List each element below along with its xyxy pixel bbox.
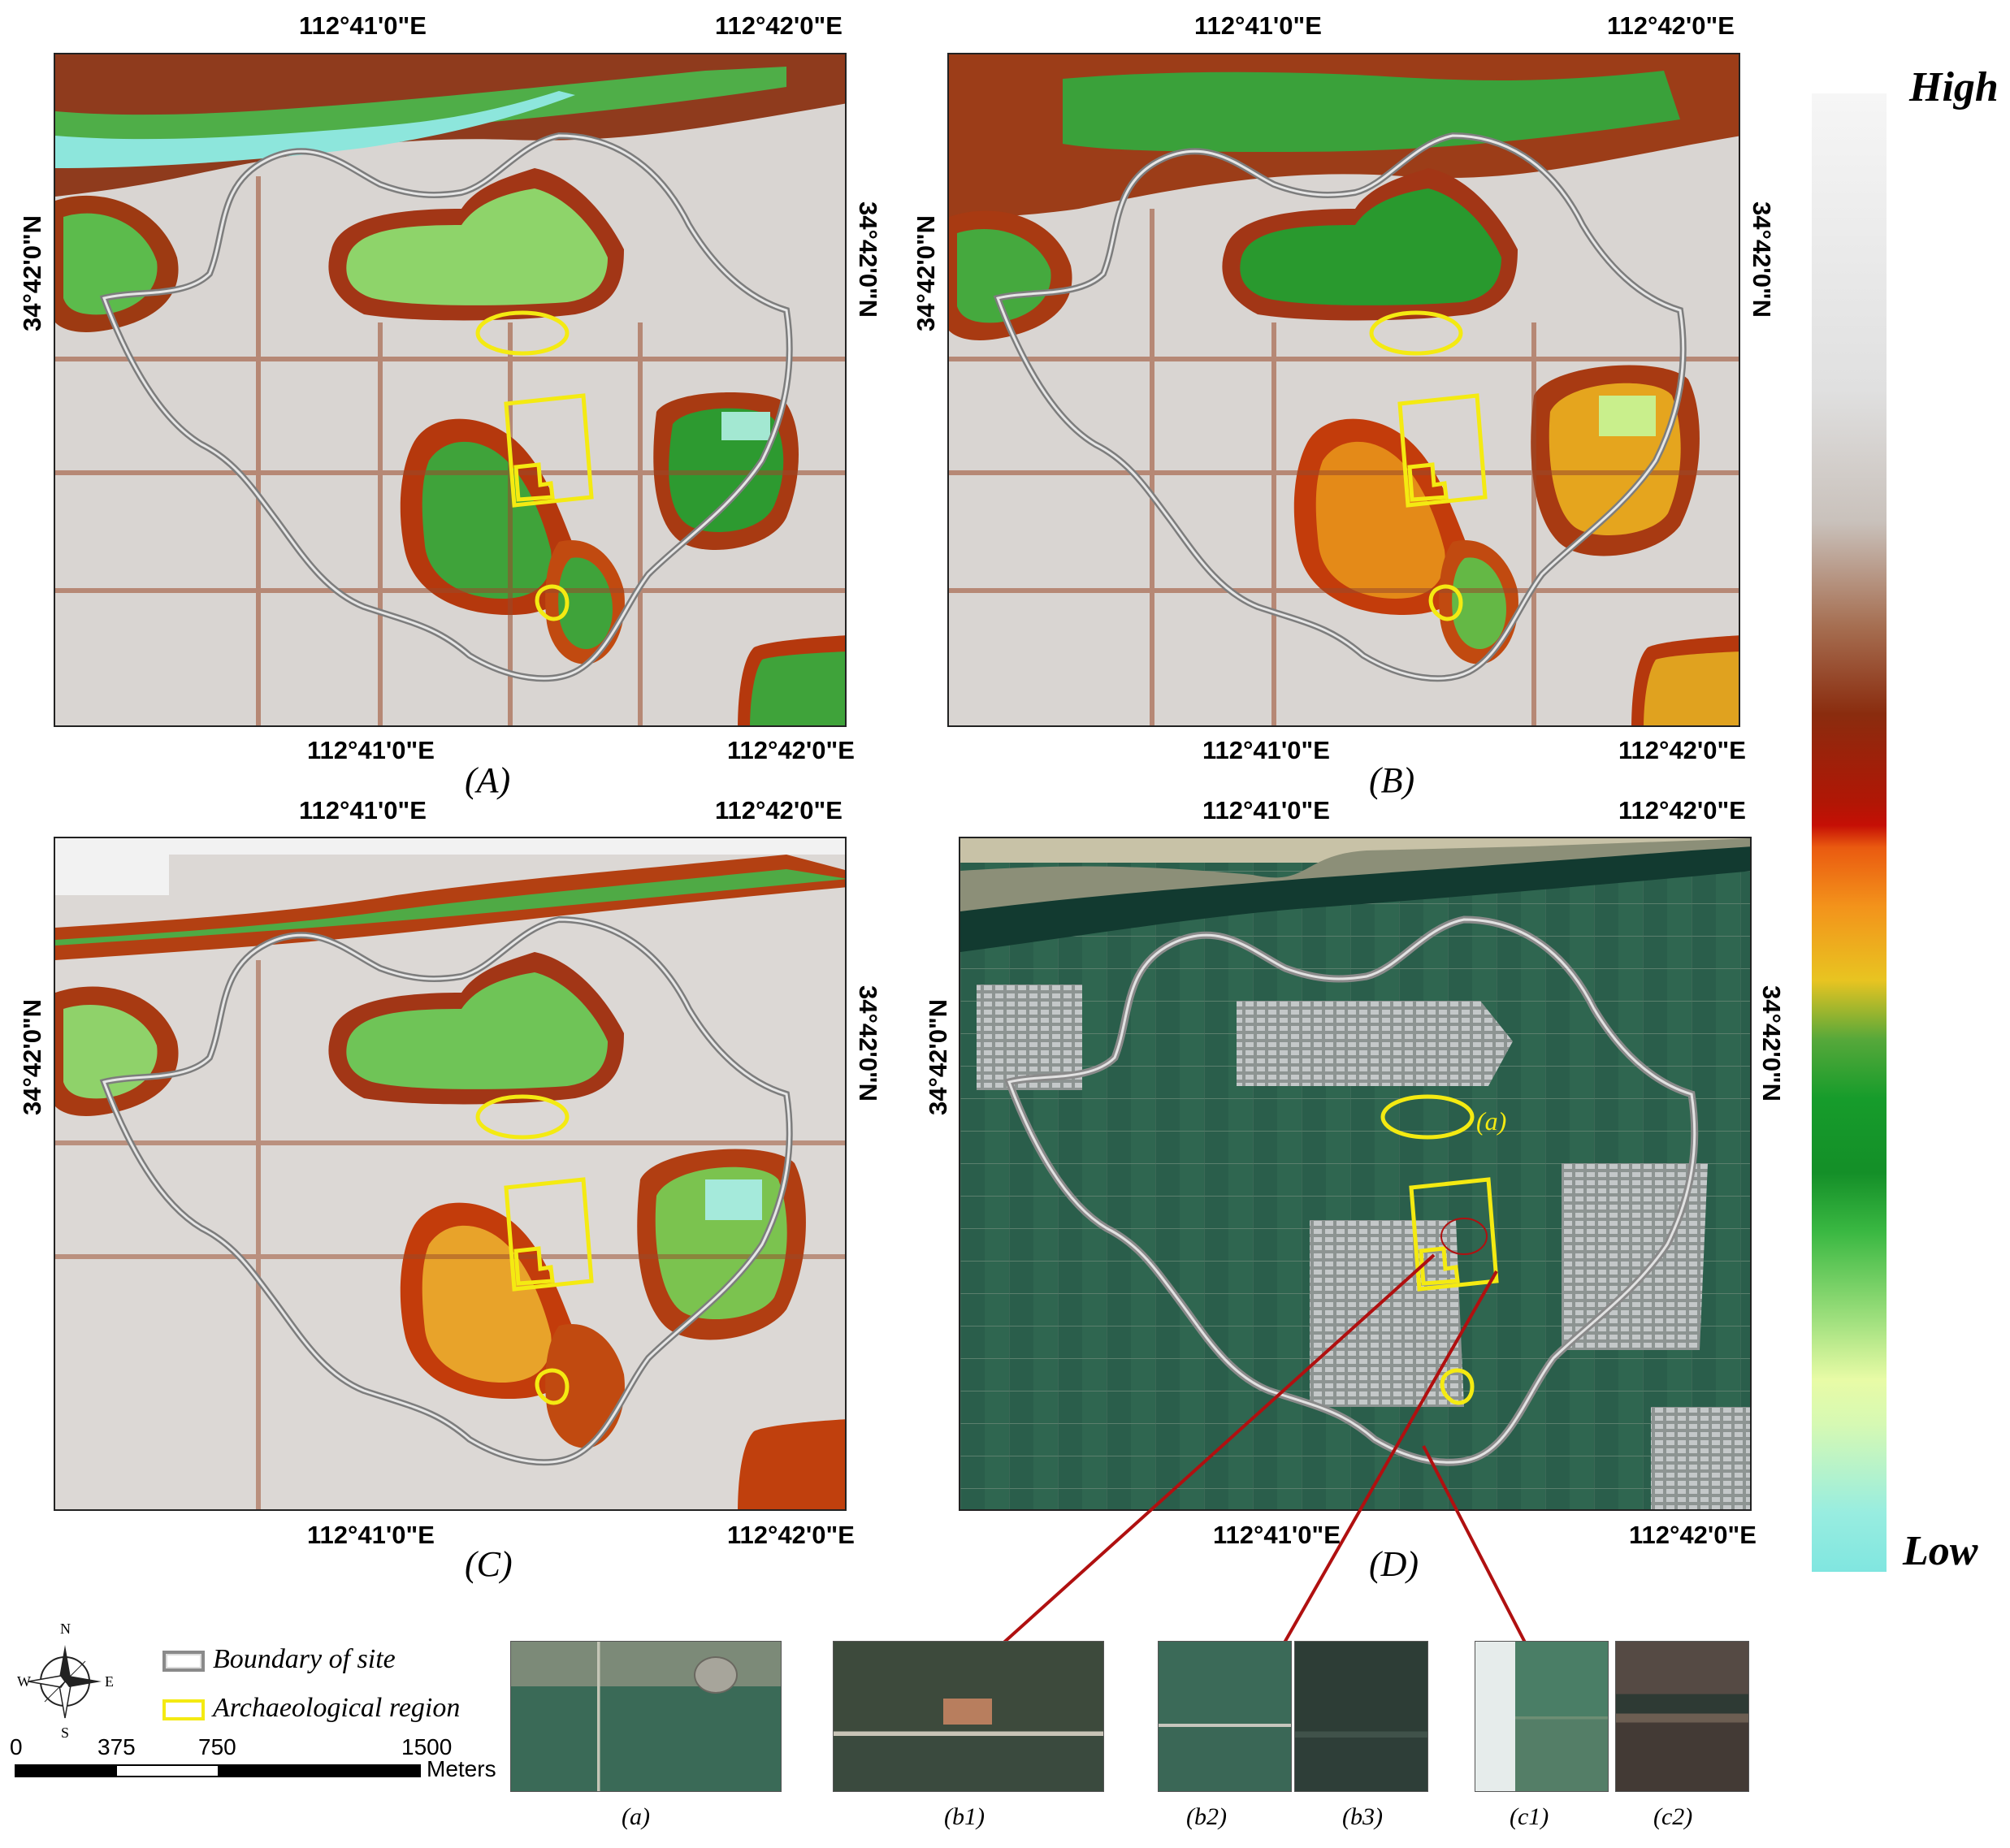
annotation-a-label: (a)	[1476, 1106, 1507, 1136]
thumbnail-b3	[1294, 1641, 1428, 1792]
boundary-legend-label: Boundary of site	[213, 1644, 396, 1674]
panel-label-d: (D)	[1369, 1544, 1419, 1584]
heatmap-a	[55, 54, 845, 725]
lon-label-b-top-1: 112°41'0"E	[1194, 11, 1322, 40]
scale-tick-375: 375	[97, 1734, 136, 1759]
thumbnail-c2-label: (c2)	[1653, 1803, 1693, 1830]
lon-label-d-bottom-1: 112°41'0"E	[1213, 1521, 1341, 1549]
lon-label-d-top-2: 112°42'0"E	[1618, 796, 1746, 824]
scale-bar	[15, 1764, 421, 1777]
lat-label-d-left: 34°42'0"N	[924, 998, 952, 1115]
lat-label-b-right: 34°42'0"N	[1748, 201, 1776, 318]
panel-label-a: (A)	[465, 760, 511, 800]
lon-label-b-bottom-2: 112°42'0"E	[1618, 736, 1746, 764]
lat-label-d-right: 34°42'0"N	[1757, 985, 1786, 1102]
satellite-image-d	[960, 838, 1750, 1509]
thumbnail-b1-label: (b1)	[944, 1803, 985, 1830]
thumbnail-c2	[1615, 1641, 1749, 1792]
lon-label-a-bottom-1: 112°41'0"E	[307, 736, 435, 764]
lat-label-c-left: 34°42'0"N	[18, 998, 46, 1115]
archaeological-legend-label: Archaeological region	[213, 1693, 461, 1723]
map-panel-d: (a)	[959, 837, 1752, 1511]
lat-label-a-right: 34°42'0"N	[854, 201, 882, 318]
thumbnail-b3-label: (b3)	[1342, 1803, 1383, 1830]
lon-label-b-bottom-1: 112°41'0"E	[1202, 736, 1330, 764]
panel-label-c: (C)	[465, 1544, 513, 1584]
lat-label-a-left: 34°42'0"N	[18, 214, 46, 331]
thumbnail-c1	[1475, 1641, 1609, 1792]
lon-label-c-bottom-1: 112°41'0"E	[307, 1521, 435, 1549]
map-panel-c	[54, 837, 847, 1511]
thumbnail-b2	[1158, 1641, 1292, 1792]
heatmap-b	[949, 54, 1739, 725]
map-panel-b	[947, 53, 1740, 727]
colorbar-high-label: High	[1909, 64, 1999, 110]
scale-tick-750: 750	[198, 1734, 236, 1759]
compass-w: W	[17, 1673, 31, 1690]
compass-n: N	[60, 1621, 71, 1637]
lat-label-b-left: 34°42'0"N	[912, 214, 940, 331]
thumbnail-b1	[833, 1641, 1104, 1792]
compass-rose: N S W E	[17, 1621, 114, 1741]
lon-label-d-top-1: 112°41'0"E	[1202, 796, 1330, 824]
colorbar-low-label: Low	[1903, 1528, 1978, 1574]
lat-label-c-right: 34°42'0"N	[854, 985, 882, 1102]
lon-label-c-bottom-2: 112°42'0"E	[727, 1521, 855, 1549]
compass-s: S	[61, 1725, 70, 1741]
compass-icon	[28, 1645, 102, 1719]
lon-label-a-bottom-2: 112°42'0"E	[727, 736, 855, 764]
compass-e: E	[105, 1673, 114, 1690]
archaeological-swatch	[162, 1699, 205, 1720]
scale-unit: Meters	[427, 1756, 496, 1781]
colorbar	[1812, 93, 1887, 1572]
lon-label-d-bottom-2: 112°42'0"E	[1629, 1521, 1757, 1549]
heatmap-c	[55, 838, 845, 1509]
map-panel-a	[54, 53, 847, 727]
lon-label-c-top-1: 112°41'0"E	[299, 796, 427, 824]
lon-label-c-top-2: 112°42'0"E	[715, 796, 843, 824]
scale-tick-1500: 1500	[401, 1734, 453, 1759]
scale-tick-0: 0	[10, 1734, 23, 1759]
boundary-swatch	[162, 1651, 205, 1672]
lon-label-b-top-2: 112°42'0"E	[1607, 11, 1735, 40]
thumbnail-c1-label: (c1)	[1510, 1803, 1549, 1830]
lon-label-a-top-2: 112°42'0"E	[715, 11, 843, 40]
thumbnail-b2-label: (b2)	[1186, 1803, 1227, 1830]
thumbnail-a	[510, 1641, 782, 1792]
lon-label-a-top-1: 112°41'0"E	[299, 11, 427, 40]
thumbnail-a-label: (a)	[622, 1803, 650, 1830]
panel-label-b: (B)	[1369, 760, 1415, 800]
